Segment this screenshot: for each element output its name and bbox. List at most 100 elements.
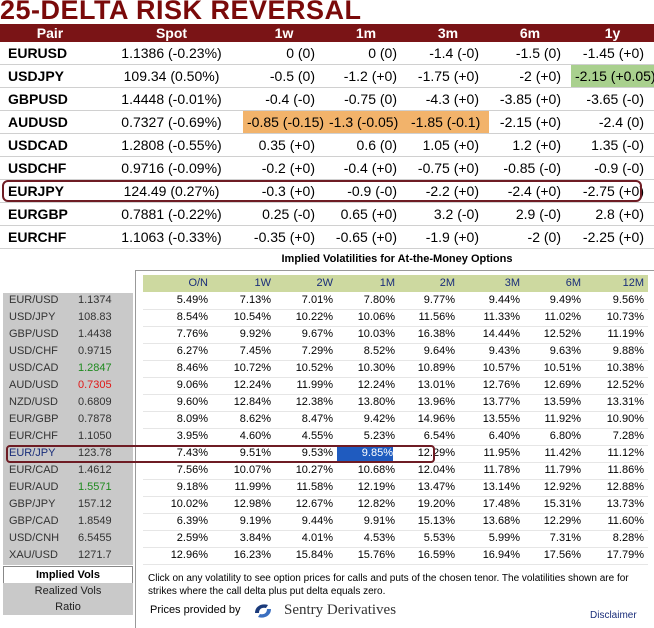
- iv-cell[interactable]: 10.51%: [543, 362, 581, 374]
- rr-value-1y[interactable]: -1.45 (+0): [571, 42, 654, 65]
- rr-value-6m[interactable]: -3.85 (+0): [489, 87, 571, 111]
- rr-value-1w[interactable]: -0.35 (+0): [243, 225, 325, 249]
- iv-cell[interactable]: 9.85%: [337, 446, 393, 461]
- rr-value-1y[interactable]: -2.25 (+0): [571, 225, 654, 249]
- iv-cell[interactable]: 3.95%: [176, 430, 208, 442]
- iv-cell[interactable]: 6.27%: [176, 345, 208, 357]
- iv-cell[interactable]: 7.28%: [612, 430, 644, 442]
- rr-value-1y[interactable]: 2.8 (+0): [571, 202, 654, 226]
- iv-cell[interactable]: 11.78%: [483, 464, 521, 476]
- iv-cell[interactable]: 16.23%: [233, 549, 271, 561]
- iv-cell[interactable]: 17.56%: [543, 549, 581, 561]
- iv-cell[interactable]: 9.43%: [488, 345, 520, 357]
- iv-cell[interactable]: 7.13%: [239, 294, 271, 306]
- iv-cell[interactable]: 9.92%: [239, 328, 271, 340]
- rr-value-1m[interactable]: 0.6 (0): [325, 133, 407, 157]
- rr-pair[interactable]: EURUSD: [0, 42, 100, 65]
- iv-pair-row[interactable]: GBP/CAD 1.8549: [3, 514, 133, 531]
- iv-cell[interactable]: 11.95%: [483, 447, 521, 459]
- iv-cell[interactable]: 9.44%: [488, 294, 520, 306]
- iv-cell[interactable]: 9.49%: [549, 294, 581, 306]
- iv-cell[interactable]: 6.40%: [488, 430, 520, 442]
- rr-value-6m[interactable]: -2 (0): [489, 225, 571, 249]
- iv-cell[interactable]: 9.67%: [301, 328, 333, 340]
- iv-cell[interactable]: 8.62%: [239, 413, 271, 425]
- iv-cell[interactable]: 7.56%: [176, 464, 208, 476]
- iv-pair-row[interactable]: USD/JPY 108.83: [3, 310, 133, 327]
- iv-cell[interactable]: 5.53%: [423, 532, 455, 544]
- iv-cell[interactable]: 10.22%: [295, 311, 333, 323]
- iv-cell[interactable]: 13.14%: [482, 481, 520, 493]
- iv-pair-row[interactable]: EUR/USD 1.1374: [3, 293, 133, 310]
- iv-cell[interactable]: 9.64%: [423, 345, 455, 357]
- rr-value-1m[interactable]: -1.2 (+0): [325, 64, 407, 88]
- rr-value-1y[interactable]: -2.4 (0): [571, 110, 654, 134]
- iv-pair-row[interactable]: NZD/USD 0.6809: [3, 395, 133, 412]
- iv-cell[interactable]: 10.02%: [170, 498, 208, 510]
- iv-pair-row[interactable]: USD/CAD 1.2847: [3, 361, 133, 378]
- iv-cell[interactable]: 12.92%: [543, 481, 581, 493]
- iv-cell[interactable]: 8.09%: [176, 413, 208, 425]
- iv-cell[interactable]: 15.13%: [417, 515, 455, 527]
- rr-value-1m[interactable]: 0 (0): [325, 42, 407, 65]
- iv-cell[interactable]: 12.67%: [295, 498, 333, 510]
- iv-cell[interactable]: 13.01%: [417, 379, 455, 391]
- rr-value-1w[interactable]: 0.25 (-0): [243, 202, 325, 226]
- iv-cell[interactable]: 11.92%: [544, 413, 582, 425]
- iv-cell[interactable]: 12.24%: [233, 379, 271, 391]
- iv-pair-row[interactable]: EUR/AUD 1.5571: [3, 480, 133, 497]
- iv-cell[interactable]: 6.39%: [176, 515, 208, 527]
- iv-cell[interactable]: 2.59%: [176, 532, 208, 544]
- rr-value-1m[interactable]: -0.9 (-0): [325, 179, 407, 203]
- rr-pair[interactable]: EURJPY: [0, 179, 100, 203]
- iv-cell[interactable]: 11.58%: [296, 481, 334, 493]
- iv-cell[interactable]: 5.23%: [363, 430, 395, 442]
- iv-cell[interactable]: 9.60%: [176, 396, 208, 408]
- iv-cell[interactable]: 11.60%: [607, 515, 645, 527]
- iv-cell[interactable]: 13.47%: [417, 481, 455, 493]
- rr-value-1w[interactable]: -0.5 (0): [243, 64, 325, 88]
- rr-value-3m[interactable]: -4.3 (+0): [407, 87, 489, 111]
- iv-cell[interactable]: 9.42%: [363, 413, 395, 425]
- iv-cell[interactable]: 7.76%: [176, 328, 208, 340]
- iv-cell[interactable]: 10.90%: [606, 413, 644, 425]
- rr-value-1m[interactable]: 0.65 (+0): [325, 202, 407, 226]
- iv-cell[interactable]: 5.49%: [176, 294, 208, 306]
- iv-cell[interactable]: 10.07%: [233, 464, 271, 476]
- iv-cell[interactable]: 12.82%: [357, 498, 395, 510]
- iv-cell[interactable]: 9.51%: [239, 447, 271, 459]
- iv-pair-row[interactable]: GBP/JPY 157.12: [3, 497, 133, 514]
- rr-value-6m[interactable]: -1.5 (0): [489, 42, 571, 65]
- rr-value-6m[interactable]: -0.85 (-0): [489, 156, 571, 180]
- iv-cell[interactable]: 13.73%: [606, 498, 644, 510]
- iv-cell[interactable]: 14.44%: [482, 328, 520, 340]
- rr-value-1w[interactable]: -0.4 (-0): [243, 87, 325, 111]
- iv-cell[interactable]: 12.52%: [606, 379, 644, 391]
- iv-cell[interactable]: 7.29%: [301, 345, 333, 357]
- iv-cell[interactable]: 10.06%: [357, 311, 395, 323]
- iv-cell[interactable]: 10.89%: [417, 362, 455, 374]
- iv-cell[interactable]: 12.04%: [417, 464, 455, 476]
- iv-cell[interactable]: 11.79%: [544, 464, 582, 476]
- rr-pair[interactable]: USDCAD: [0, 133, 100, 157]
- iv-pair-row[interactable]: USD/CNH 6.5455: [3, 531, 133, 548]
- iv-cell[interactable]: 7.80%: [363, 294, 395, 306]
- rr-pair[interactable]: EURGBP: [0, 202, 100, 226]
- iv-cell[interactable]: 11.86%: [607, 464, 645, 476]
- rr-value-3m[interactable]: -1.9 (+0): [407, 225, 489, 249]
- iv-cell[interactable]: 13.80%: [357, 396, 395, 408]
- iv-cell[interactable]: 7.01%: [301, 294, 333, 306]
- rr-value-1w[interactable]: 0 (0): [243, 42, 325, 65]
- rr-value-1w[interactable]: -0.2 (+0): [243, 156, 325, 180]
- iv-cell[interactable]: 12.96%: [170, 549, 208, 561]
- rr-pair[interactable]: EURCHF: [0, 225, 100, 249]
- rr-value-6m[interactable]: 1.2 (+0): [489, 133, 571, 157]
- iv-cell[interactable]: 9.44%: [301, 515, 333, 527]
- iv-cell[interactable]: 9.88%: [612, 345, 644, 357]
- rr-value-6m[interactable]: 2.9 (-0): [489, 202, 571, 226]
- iv-cell[interactable]: 9.53%: [301, 447, 333, 459]
- iv-pair-row[interactable]: XAU/USD 1271.7: [3, 548, 133, 565]
- iv-cell[interactable]: 12.29%: [417, 447, 455, 459]
- rr-value-1m[interactable]: -0.65 (+0): [325, 225, 407, 249]
- iv-cell[interactable]: 9.63%: [549, 345, 581, 357]
